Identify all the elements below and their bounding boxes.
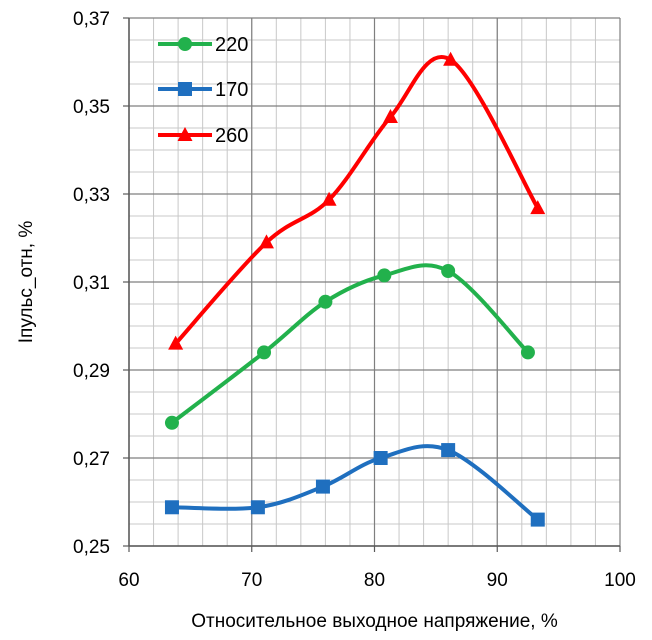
series-group [164, 51, 546, 527]
data-point-220 [377, 268, 392, 283]
series-220 [164, 263, 535, 430]
y-tick-label: 0,37 [73, 9, 110, 30]
series-line-170 [169, 444, 540, 522]
y-axis-title: Iпульс_отн, % [16, 221, 37, 344]
data-point-170 [315, 479, 330, 494]
data-point-260 [258, 234, 274, 249]
legend-entry-220: 220 [158, 34, 248, 56]
x-tick-label: 60 [118, 570, 139, 591]
data-point-170 [373, 451, 388, 465]
y-tick-label: 0,35 [73, 97, 110, 118]
x-tick-label: 70 [241, 570, 262, 591]
legend-marker-260 [177, 127, 193, 141]
y-tick-label: 0,29 [73, 361, 110, 382]
series-170 [164, 443, 545, 527]
y-tick-label: 0,31 [73, 273, 110, 294]
y-tick-label: 0,27 [73, 449, 110, 470]
data-point-260 [321, 191, 337, 206]
legend-label-220: 220 [215, 34, 248, 56]
grid [128, 17, 621, 547]
data-point-220 [257, 345, 272, 360]
data-point-220 [164, 415, 179, 430]
x-tick-label: 90 [487, 570, 508, 591]
data-point-260 [382, 109, 398, 123]
data-point-260 [530, 200, 546, 215]
legend-marker-220 [178, 37, 192, 51]
x-tick-label: 80 [364, 570, 385, 591]
data-point-260 [168, 335, 184, 350]
data-point-220 [318, 294, 333, 309]
x-tick-label: 100 [604, 570, 636, 591]
legend: 220 170 260 [158, 34, 248, 147]
axes: 60 70 80 90 100 0,25 0,27 0,29 0,31 0,33 0,35 0,37 [73, 9, 636, 591]
x-axis-title: Относительное выходное напряжение, % [191, 611, 558, 632]
data-point-220 [441, 264, 456, 278]
series-260 [168, 51, 546, 350]
legend-entry-170: 170 [158, 79, 248, 101]
series-line-260 [173, 55, 540, 346]
legend-entry-260: 260 [158, 125, 248, 147]
data-point-260 [443, 51, 459, 66]
legend-label-260: 260 [215, 125, 248, 147]
data-point-170 [441, 443, 456, 458]
data-point-170 [530, 512, 545, 527]
y-tick-label: 0,25 [73, 537, 110, 558]
data-point-170 [164, 500, 179, 515]
legend-marker-170 [178, 82, 192, 96]
series-line-220 [169, 263, 530, 425]
data-point-170 [250, 500, 265, 515]
y-tick-label: 0,33 [73, 185, 110, 206]
data-point-220 [520, 345, 535, 360]
legend-label-170: 170 [215, 79, 248, 101]
